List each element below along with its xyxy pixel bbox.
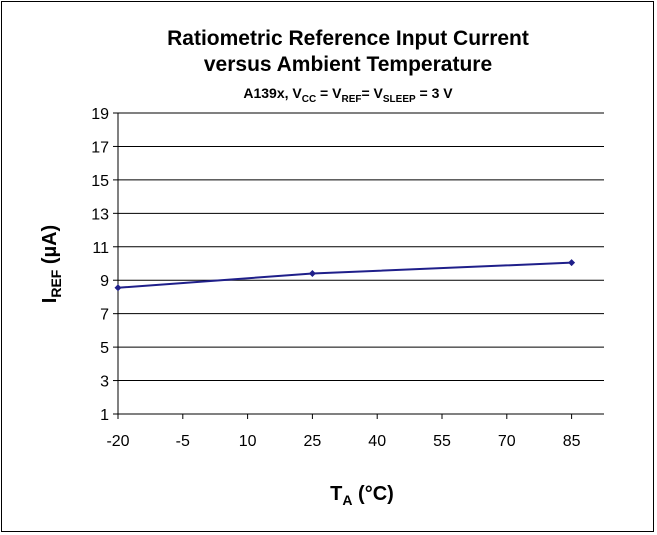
subtitle-eq2: = V (361, 85, 383, 101)
y-tick-label: 17 (91, 139, 109, 156)
x-axis-title-sub: A (342, 492, 352, 508)
y-tick-label: 11 (92, 240, 109, 257)
x-axis-title: TA (°C) (330, 483, 394, 508)
y-tick-label: 19 (91, 106, 109, 123)
y-tick-label: 7 (100, 307, 109, 324)
y-tick-label: 5 (100, 340, 109, 357)
chart-title-line2: versus Ambient Temperature (204, 53, 492, 76)
chart-subtitle: A139x, VCC = VREF= VSLEEP = 3 V (243, 85, 453, 105)
subtitle-cc-sub: CC (302, 94, 316, 105)
data-point-marker (568, 259, 576, 267)
series-line (117, 261, 572, 289)
y-tick-label: 9 (100, 273, 109, 290)
x-axis-title-main: T (330, 483, 342, 505)
series (114, 259, 576, 292)
subtitle-tail: = 3 V (416, 85, 454, 101)
chart-title: Ratiometric Reference Input Current (167, 27, 529, 50)
x-tick-label: 25 (304, 433, 322, 450)
x-axis-title-unit: (°C) (353, 483, 394, 505)
x-tick-label: 10 (239, 433, 257, 450)
x-tick-label: 70 (498, 433, 516, 450)
y-axis-title: IREF (µA) (39, 225, 64, 303)
y-tick-label: 1 (100, 407, 109, 424)
y-tick-label: 13 (91, 206, 109, 223)
x-tick-labels: -20 -5 10 25 40 55 70 85 (106, 433, 580, 450)
y-axis-title-main: I (39, 298, 61, 304)
x-tick-label: -5 (176, 433, 190, 450)
axes (113, 112, 604, 419)
x-tick-label: 40 (368, 433, 386, 450)
y-tick-label: 15 (91, 173, 109, 190)
subtitle-ref-sub: REF (341, 94, 361, 105)
y-axis-title-unit: (µA) (39, 225, 61, 270)
x-tick-label: 85 (563, 433, 581, 450)
x-tick-label: 55 (433, 433, 451, 450)
y-axis-title-sub: REF (48, 269, 64, 297)
x-tick-label: -20 (106, 433, 129, 450)
data-point-marker (308, 270, 316, 278)
y-tick-label: 3 (100, 374, 109, 391)
subtitle-eq1: = V (316, 85, 342, 101)
subtitle-prefix: A139x, V (243, 85, 302, 101)
subtitle-sleep-sub: SLEEP (383, 94, 416, 105)
data-point-marker (114, 284, 122, 292)
